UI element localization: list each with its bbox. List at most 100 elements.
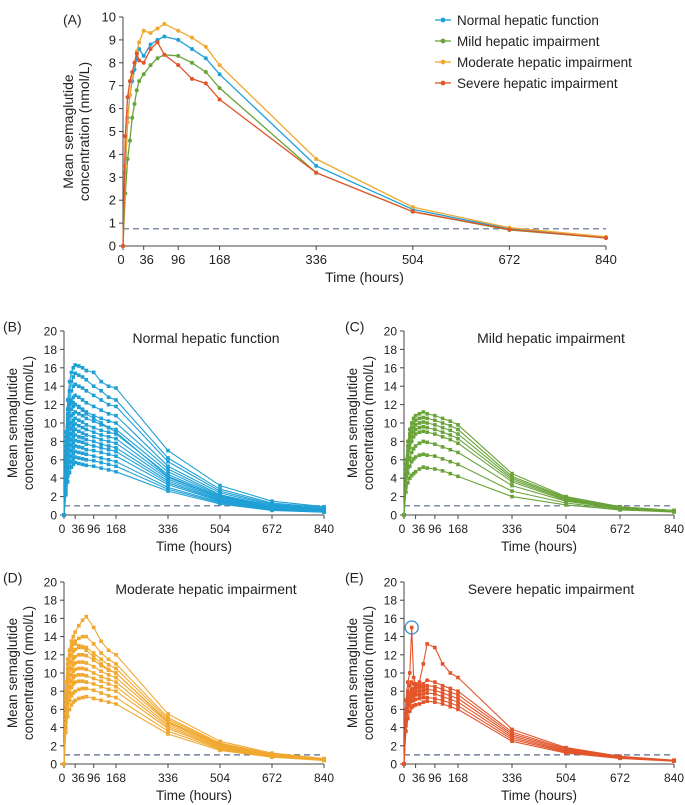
data-point — [421, 682, 426, 686]
data-point — [65, 700, 70, 704]
data-point — [440, 694, 445, 699]
data-point — [99, 450, 103, 455]
data-point — [218, 495, 222, 500]
data-point — [64, 725, 68, 730]
series-line-2 — [63, 636, 325, 765]
data-point — [166, 467, 170, 471]
x-tick-label: 504 — [210, 771, 230, 785]
data-point — [114, 689, 118, 693]
data-point — [84, 433, 89, 437]
data-point — [166, 717, 170, 722]
data-point — [425, 453, 429, 457]
data-point — [425, 440, 429, 445]
data-point — [141, 60, 146, 65]
data-point — [409, 450, 414, 455]
data-point — [80, 431, 85, 435]
x-tick-label: 36 — [71, 522, 85, 536]
data-point — [62, 762, 66, 766]
chart-panel-e: (E) 0 2 4 6 8 10 12 14 16 18 20 0 36 96 168 336 504 672 840… — [345, 569, 684, 803]
data-point — [73, 673, 77, 678]
data-point — [409, 425, 414, 430]
y-tick-label: 12 — [44, 648, 58, 662]
data-point — [618, 756, 622, 761]
data-point — [510, 730, 514, 734]
data-point — [106, 395, 111, 400]
data-point — [99, 456, 103, 460]
data-point — [425, 699, 429, 704]
data-point — [166, 712, 170, 716]
data-point — [404, 481, 408, 485]
data-point — [417, 421, 422, 425]
data-point — [440, 445, 445, 449]
series-line-7 — [63, 674, 325, 765]
data-point — [417, 441, 422, 446]
x-tick-label: 36 — [412, 522, 426, 536]
x-axis-label: Time (hours) — [325, 269, 404, 285]
data-point — [99, 460, 103, 465]
data-point — [130, 69, 135, 74]
data-point — [448, 447, 453, 452]
data-point — [106, 648, 111, 653]
series-line-6 — [403, 697, 675, 765]
data-point — [71, 384, 76, 388]
data-point — [64, 680, 68, 684]
data-point — [141, 53, 146, 58]
data-point — [433, 467, 437, 471]
y-tick-label: 14 — [384, 380, 398, 394]
series-line-9 — [63, 428, 325, 516]
data-point — [77, 687, 81, 692]
data-point — [123, 134, 128, 139]
data-point — [114, 446, 118, 450]
x-tick-label: 0 — [399, 771, 406, 785]
data-point — [421, 692, 426, 696]
data-point — [176, 28, 181, 33]
y-tick-label: 8 — [390, 435, 397, 449]
data-point — [73, 680, 77, 684]
data-point — [65, 657, 70, 662]
data-point — [67, 454, 72, 458]
data-point — [409, 691, 414, 695]
data-point — [80, 686, 85, 691]
data-point — [64, 489, 68, 493]
data-point — [411, 686, 416, 691]
data-point — [456, 675, 460, 680]
data-point — [672, 759, 676, 763]
data-point — [67, 379, 72, 384]
data-point — [106, 673, 111, 677]
series-line-4 — [122, 41, 607, 247]
x-tick-label: 168 — [448, 522, 468, 536]
data-point — [84, 423, 89, 427]
data-point — [162, 34, 167, 39]
data-point — [456, 707, 460, 712]
data-point — [67, 678, 72, 683]
x-tick-label: 672 — [262, 522, 282, 536]
data-point — [407, 432, 412, 436]
data-point — [67, 459, 72, 464]
data-point — [448, 433, 453, 437]
data-point — [507, 227, 512, 232]
data-point — [91, 425, 96, 430]
data-point — [77, 429, 81, 434]
data-point — [69, 379, 74, 384]
panel-title: Normal hepatic function — [132, 330, 279, 346]
data-point — [69, 400, 74, 404]
x-tick-label: 672 — [262, 771, 282, 785]
data-point — [67, 389, 72, 393]
data-point — [406, 689, 410, 693]
data-point — [91, 676, 96, 681]
data-point — [406, 444, 410, 448]
x-tick-label: 504 — [556, 771, 576, 785]
data-point — [77, 645, 81, 650]
data-point — [456, 474, 460, 479]
x-tick-label: 672 — [499, 252, 521, 267]
data-point — [99, 428, 103, 433]
data-point — [71, 429, 76, 434]
chart-panel-d: (D) 0 2 4 6 8 10 12 14 16 18 20 0 36 96 168 336 504 672 840… — [3, 569, 334, 803]
y-tick-label: 18 — [384, 594, 398, 608]
y-tick-label: 7 — [109, 78, 116, 93]
y-tick-label: 14 — [384, 630, 398, 644]
data-point — [73, 393, 77, 398]
data-point — [404, 490, 408, 494]
data-point — [91, 642, 96, 646]
y-tick-label: 2 — [390, 490, 397, 504]
